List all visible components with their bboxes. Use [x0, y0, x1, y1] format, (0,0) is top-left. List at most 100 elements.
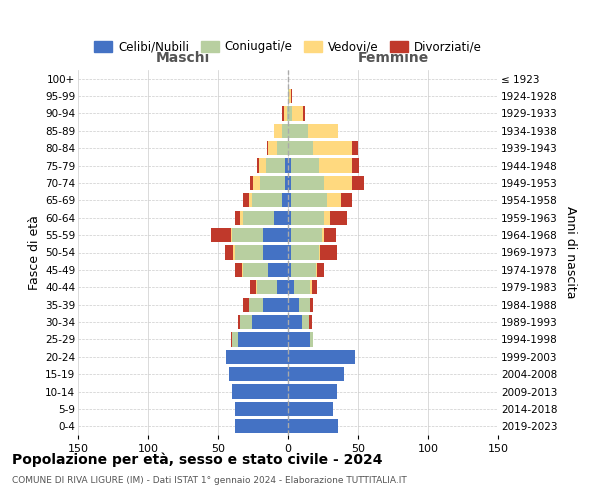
- Bar: [288, 315, 302, 329]
- Bar: [316, 263, 317, 277]
- Bar: [251, 315, 288, 329]
- Bar: [288, 263, 291, 277]
- Bar: [302, 315, 309, 329]
- Bar: [230, 228, 232, 242]
- Bar: [232, 228, 263, 242]
- Bar: [287, 106, 288, 120]
- Bar: [243, 263, 268, 277]
- Bar: [288, 280, 293, 294]
- Bar: [327, 193, 341, 208]
- Bar: [283, 124, 288, 138]
- Bar: [277, 141, 288, 156]
- Bar: [235, 402, 288, 416]
- Bar: [288, 246, 291, 260]
- Bar: [325, 210, 330, 225]
- Bar: [293, 280, 310, 294]
- Bar: [260, 176, 285, 190]
- Bar: [288, 176, 291, 190]
- Bar: [241, 210, 243, 225]
- Bar: [232, 384, 288, 398]
- Bar: [288, 350, 355, 364]
- Bar: [319, 246, 320, 260]
- Bar: [325, 228, 335, 242]
- Bar: [341, 193, 352, 208]
- Bar: [352, 158, 359, 172]
- Bar: [284, 106, 287, 120]
- Bar: [288, 106, 292, 120]
- Bar: [226, 350, 288, 364]
- Bar: [233, 246, 235, 260]
- Bar: [325, 176, 352, 190]
- Bar: [225, 246, 233, 260]
- Bar: [312, 280, 317, 294]
- Bar: [291, 89, 292, 103]
- Bar: [277, 280, 288, 294]
- Bar: [289, 89, 291, 103]
- Bar: [242, 263, 243, 277]
- Bar: [304, 106, 305, 120]
- Bar: [288, 332, 310, 346]
- Bar: [238, 332, 288, 346]
- Bar: [313, 141, 352, 156]
- Bar: [292, 106, 304, 120]
- Bar: [352, 176, 364, 190]
- Y-axis label: Anni di nascita: Anni di nascita: [565, 206, 577, 298]
- Bar: [230, 332, 232, 346]
- Bar: [285, 158, 288, 172]
- Bar: [288, 124, 308, 138]
- Bar: [283, 193, 288, 208]
- Bar: [268, 141, 277, 156]
- Bar: [249, 298, 263, 312]
- Bar: [317, 263, 325, 277]
- Bar: [310, 280, 312, 294]
- Bar: [291, 193, 327, 208]
- Bar: [263, 228, 288, 242]
- Bar: [288, 228, 291, 242]
- Bar: [288, 419, 338, 434]
- Bar: [249, 193, 251, 208]
- Text: COMUNE DI RIVA LIGURE (IM) - Dati ISTAT 1° gennaio 2024 - Elaborazione TUTTITALI: COMUNE DI RIVA LIGURE (IM) - Dati ISTAT …: [12, 476, 407, 485]
- Bar: [322, 228, 325, 242]
- Bar: [288, 89, 289, 103]
- Bar: [310, 298, 313, 312]
- Y-axis label: Fasce di età: Fasce di età: [28, 215, 41, 290]
- Bar: [257, 280, 277, 294]
- Bar: [288, 367, 344, 382]
- Bar: [310, 332, 313, 346]
- Bar: [250, 176, 253, 190]
- Bar: [288, 141, 313, 156]
- Bar: [291, 176, 325, 190]
- Bar: [288, 402, 333, 416]
- Bar: [211, 228, 230, 242]
- Bar: [291, 228, 322, 242]
- Bar: [291, 246, 319, 260]
- Bar: [274, 210, 288, 225]
- Bar: [232, 332, 238, 346]
- Bar: [266, 158, 285, 172]
- Text: Femmine: Femmine: [358, 51, 428, 65]
- Bar: [288, 384, 337, 398]
- Bar: [235, 263, 242, 277]
- Bar: [320, 246, 337, 260]
- Bar: [283, 106, 284, 120]
- Bar: [268, 263, 288, 277]
- Text: Popolazione per età, sesso e stato civile - 2024: Popolazione per età, sesso e stato civil…: [12, 452, 383, 467]
- Bar: [263, 298, 288, 312]
- Bar: [285, 176, 288, 190]
- Bar: [308, 124, 338, 138]
- Bar: [256, 280, 257, 294]
- Bar: [241, 315, 251, 329]
- Text: Maschi: Maschi: [156, 51, 210, 65]
- Bar: [291, 210, 325, 225]
- Bar: [259, 158, 266, 172]
- Bar: [352, 141, 358, 156]
- Bar: [288, 298, 299, 312]
- Bar: [257, 158, 259, 172]
- Bar: [274, 124, 283, 138]
- Bar: [243, 298, 249, 312]
- Bar: [235, 210, 241, 225]
- Bar: [299, 298, 310, 312]
- Bar: [330, 210, 347, 225]
- Bar: [243, 210, 274, 225]
- Bar: [319, 158, 352, 172]
